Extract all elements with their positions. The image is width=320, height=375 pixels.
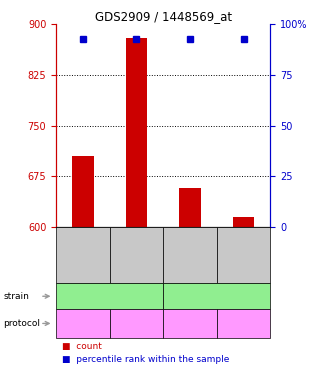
Text: GSM77381: GSM77381: [133, 235, 140, 275]
Text: protocol: protocol: [3, 319, 40, 328]
Bar: [72, 156, 93, 227]
Bar: [179, 188, 201, 227]
Text: GSM77380: GSM77380: [80, 235, 86, 275]
Text: high fat
diet: high fat diet: [123, 317, 150, 330]
Text: ■  count: ■ count: [62, 342, 102, 351]
Text: ■  percentile rank within the sample: ■ percentile rank within the sample: [62, 356, 230, 364]
Text: low fat
diet: low fat diet: [71, 317, 95, 330]
Text: GSM77383: GSM77383: [241, 235, 247, 275]
Text: C57BL/6J: C57BL/6J: [195, 291, 239, 301]
Text: GSM77382: GSM77382: [187, 235, 193, 275]
Bar: [233, 217, 254, 227]
Bar: [126, 38, 147, 227]
Text: low fat
diet: low fat diet: [178, 317, 202, 330]
Text: high fat
diet: high fat diet: [230, 317, 257, 330]
Text: A/J: A/J: [103, 291, 116, 301]
Title: GDS2909 / 1448569_at: GDS2909 / 1448569_at: [95, 10, 232, 23]
Text: strain: strain: [3, 292, 29, 301]
